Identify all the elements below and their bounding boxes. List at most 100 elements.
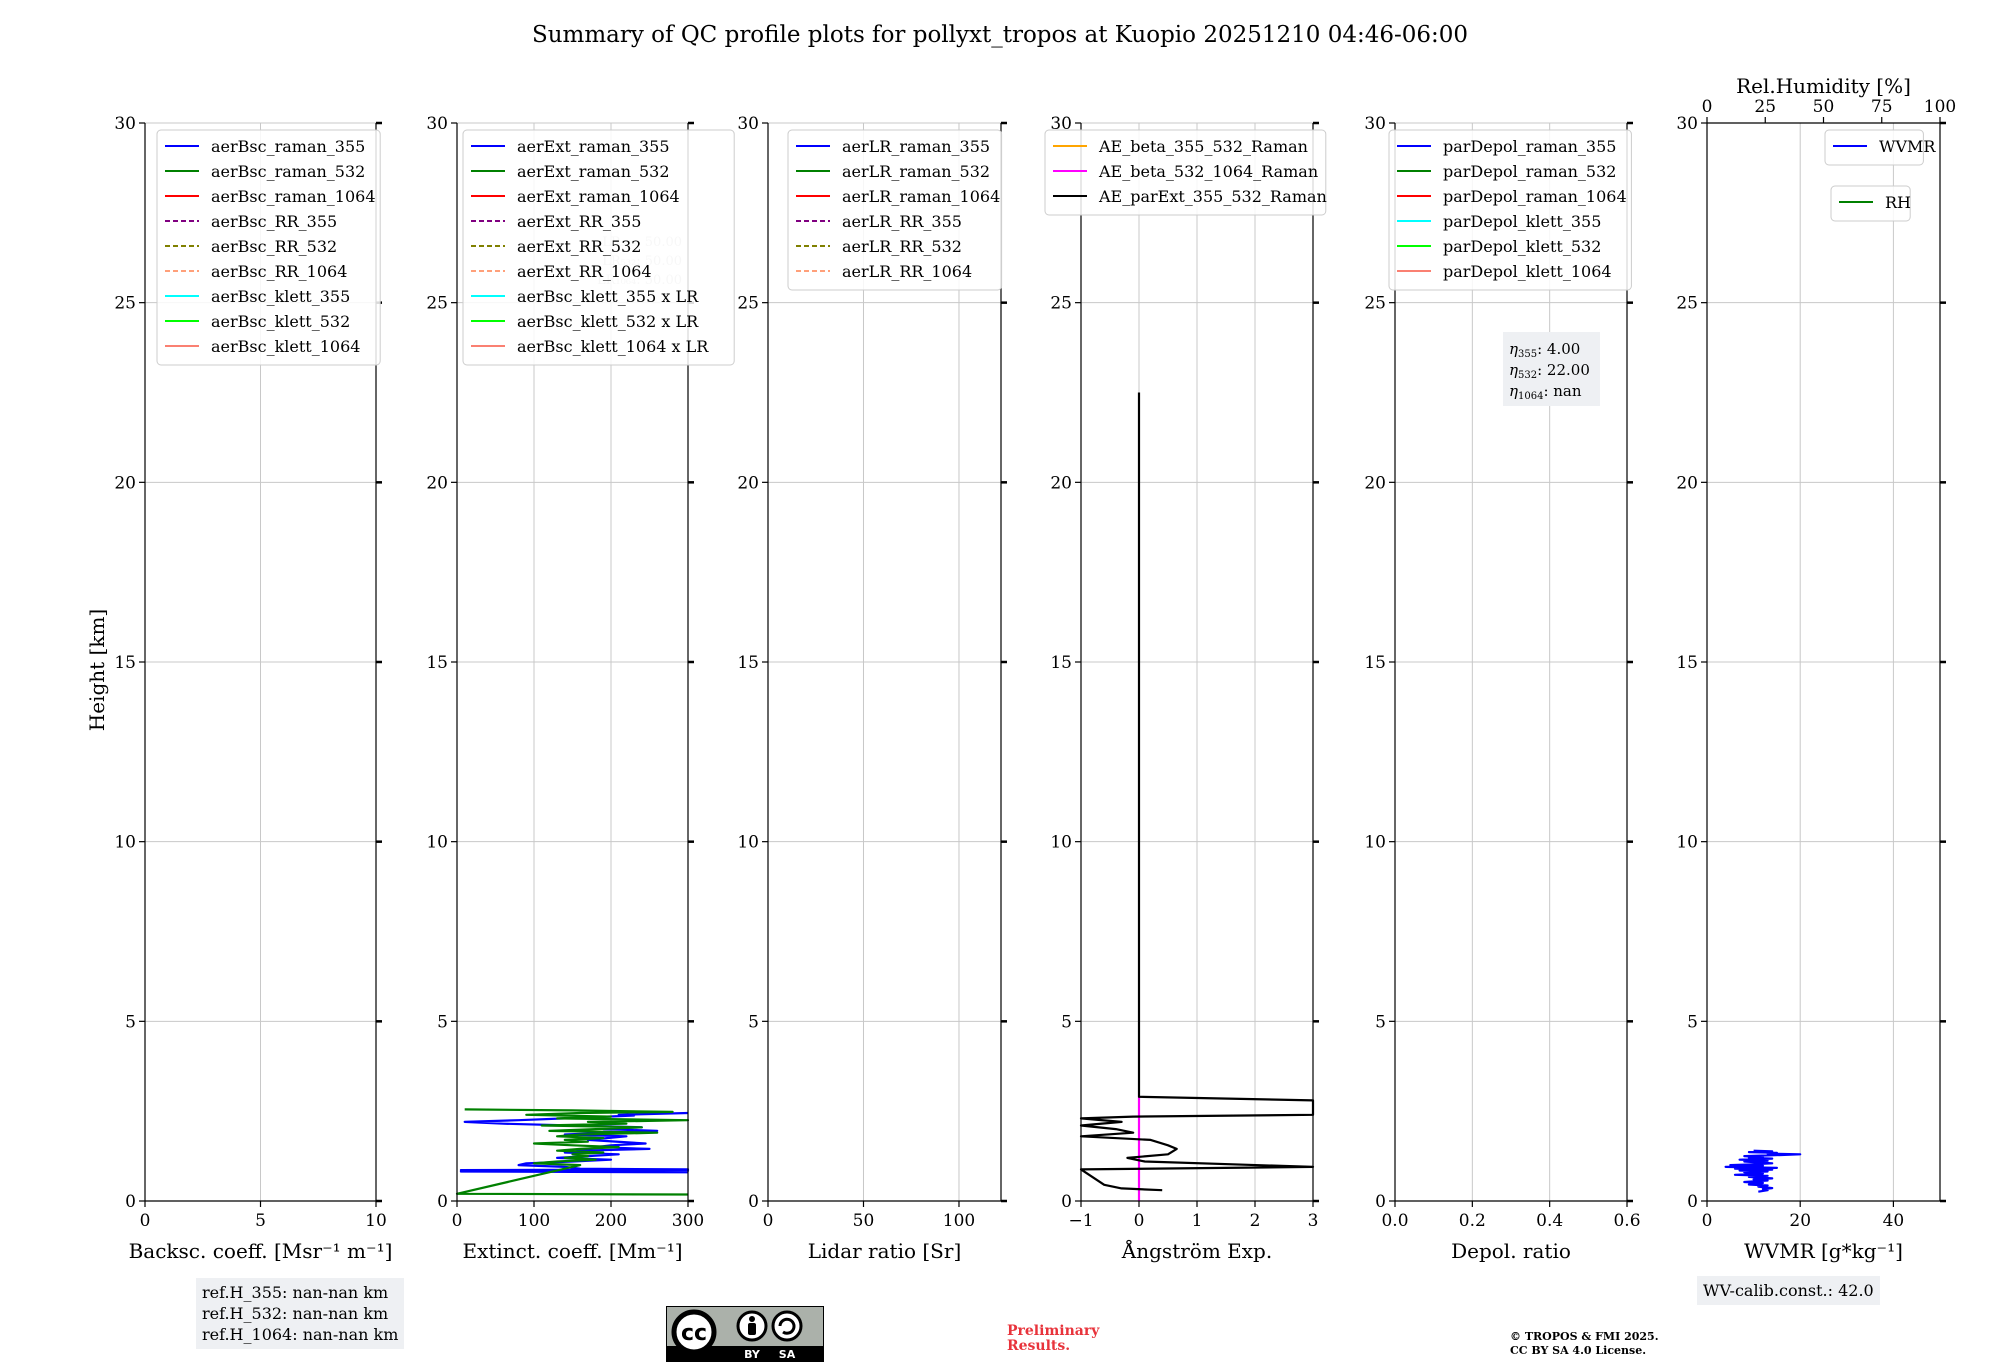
y-axis-label: Height [km] (85, 609, 109, 731)
legend-label: aerExt_RR_532 (517, 237, 641, 256)
x2-tick-label: 50 (1813, 97, 1835, 117)
x-tick-label: 300 (672, 1211, 704, 1231)
preliminary-results-note: Preliminary Results. (1007, 1324, 1099, 1354)
x-tick-label: 0 (763, 1211, 774, 1231)
legend-label: aerBsc_RR_1064 (211, 262, 347, 281)
x2-tick-label: 0 (1702, 97, 1713, 117)
legend-label: AE_beta_532_1064_Raman (1098, 162, 1318, 181)
subplot-3: 0 5 10 15 20 25 30 0 50 100 Lidar ratio [Sr] aerLR_… (737, 114, 1007, 1263)
legend-frame (1824, 129, 1924, 166)
y-tick-label: 5 (748, 1012, 759, 1032)
y-tick-label: 0 (437, 1192, 448, 1212)
ref-height-532: ref.H_532: nan-nan km (202, 1304, 389, 1323)
legend-label: aerLR_raman_355 (842, 137, 990, 156)
x-axis-label: WVMR [g*kg⁻¹] (1744, 1239, 1903, 1263)
legend-label: aerLR_RR_355 (842, 212, 962, 231)
legend-label: aerBsc_raman_1064 (211, 187, 376, 206)
x-axis-label: Depol. ratio (1451, 1239, 1571, 1263)
wv-calibration-box: WV-calib.const.: 42.0 (1697, 1276, 1880, 1305)
y-tick-label: 0 (1061, 1192, 1072, 1212)
legend-label: aerBsc_klett_1064 x LR (517, 337, 709, 356)
y-tick-label: 30 (1676, 114, 1698, 134)
x-tick-label: 0 (1134, 1211, 1145, 1231)
copyright-line-2: CC BY SA 4.0 License. (1510, 1344, 1647, 1357)
legend-label: parDepol_raman_532 (1443, 162, 1616, 181)
legend-label: aerBsc_klett_355 (211, 287, 350, 306)
legend-label: aerLR_RR_532 (842, 237, 962, 256)
legend-frame (156, 129, 381, 366)
legend-label: aerExt_RR_355 (517, 212, 641, 231)
y-tick-label: 15 (1364, 653, 1386, 673)
y-tick-label: 20 (1676, 473, 1698, 493)
legend-label: aerExt_raman_532 (517, 162, 670, 181)
y-tick-label: 20 (1050, 473, 1072, 493)
legend: WVMR (1824, 129, 1936, 166)
y-tick-label: 15 (1676, 653, 1698, 673)
y-tick-label: 30 (426, 114, 448, 134)
legend-label: WVMR (1879, 137, 1936, 156)
y-tick-label: 25 (1364, 294, 1386, 314)
legend-label: aerBsc_raman_532 (211, 162, 365, 181)
cc-by-text: BY (744, 1348, 761, 1361)
series-WVMR (1724, 1149, 1802, 1193)
y-tick-label: 15 (1050, 653, 1072, 673)
legend-label: parDepol_klett_1064 (1443, 262, 1612, 281)
y-tick-label: 25 (1050, 294, 1072, 314)
x-axis-label: Extinct. coeff. [Mm⁻¹] (462, 1239, 682, 1263)
x-tick-label: 5 (255, 1211, 266, 1231)
y-tick-label: 30 (114, 114, 136, 134)
legend-label: aerExt_raman_355 (517, 137, 670, 156)
y-tick-label: 20 (426, 473, 448, 493)
legend-label: aerLR_raman_532 (842, 162, 990, 181)
preliminary-line-1: Preliminary (1007, 1323, 1100, 1339)
legend-label: RH (1885, 193, 1911, 212)
reference-height-box: ref.H_355: nan-nan km ref.H_532: nan-nan… (196, 1278, 405, 1349)
x-tick-label: 3 (1308, 1211, 1319, 1231)
x-tick-label: 100 (518, 1211, 550, 1231)
series-AE_parExt_355_532_Raman (1079, 392, 1315, 1192)
x-tick-label: 0 (452, 1211, 463, 1231)
x-tick-label: 40 (1883, 1211, 1905, 1231)
x-tick-label: 100 (943, 1211, 975, 1231)
legend-label: parDepol_klett_532 (1443, 237, 1601, 256)
x-tick-label: 200 (595, 1211, 627, 1231)
x-tick-label: −1 (1068, 1211, 1093, 1231)
x-axis-label: Backsc. coeff. [Msr⁻¹ m⁻¹] (129, 1239, 393, 1263)
legend-label: parDepol_raman_355 (1443, 137, 1616, 156)
y-tick-label: 5 (125, 1012, 136, 1032)
y-tick-label: 5 (1687, 1012, 1698, 1032)
x-tick-label: 0 (140, 1211, 151, 1231)
x2-axis-label: Rel.Humidity [%] (1736, 74, 1911, 98)
legend-frame (462, 129, 735, 366)
x2-tick-label: 100 (1924, 97, 1956, 117)
legend-label: aerLR_RR_1064 (842, 262, 972, 281)
y-tick-label: 25 (1676, 294, 1698, 314)
legend: aerLR_raman_355 aerLR_raman_532 aerLR_rama… (787, 129, 1003, 291)
ref-height-355: ref.H_355: nan-nan km (202, 1283, 389, 1302)
y-tick-label: 20 (1364, 473, 1386, 493)
legend: parDepol_raman_355 parDepol_raman_532 parD… (1388, 129, 1632, 291)
legend-label: AE_beta_355_532_Raman (1098, 137, 1308, 156)
y-tick-label: 30 (1050, 114, 1072, 134)
y-tick-label: 20 (114, 473, 136, 493)
y-tick-label: 10 (1050, 833, 1072, 853)
legend-label: aerBsc_klett_532 x LR (517, 312, 699, 331)
legend-label: aerBsc_klett_1064 (211, 337, 360, 356)
legend-label: aerExt_raman_1064 (517, 187, 680, 206)
legend-label: parDepol_raman_1064 (1443, 187, 1627, 206)
y-tick-label: 0 (125, 1192, 136, 1212)
y-tick-label: 5 (1375, 1012, 1386, 1032)
legend-label: parDepol_klett_355 (1443, 212, 1601, 231)
y-tick-label: 10 (737, 833, 759, 853)
legend: AE_beta_355_532_Raman AE_beta_532_1064_Ra… (1044, 129, 1327, 216)
y-tick-label: 20 (737, 473, 759, 493)
y-tick-label: 30 (737, 114, 759, 134)
legend-frame (1388, 129, 1632, 291)
legend: aerBsc_raman_355 aerBsc_raman_532 aerBsc_r… (156, 129, 381, 366)
figure-title: Summary of QC profile plots for pollyxt_… (531, 22, 1469, 48)
x-axis-label: Ångström Exp. (1121, 1238, 1272, 1263)
y-tick-label: 10 (1364, 833, 1386, 853)
